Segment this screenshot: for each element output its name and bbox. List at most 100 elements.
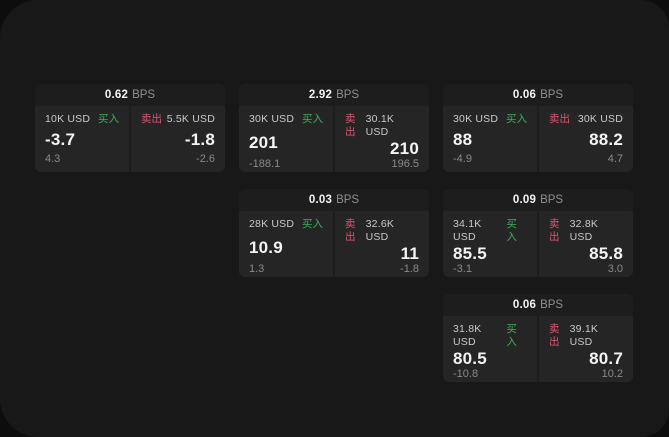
buy-amount-label: 31.8K USD: [453, 323, 482, 348]
buy-side-label: 买入: [98, 113, 119, 125]
spread-value: 0.62: [104, 89, 129, 101]
sell-tile[interactable]: 卖出 30.1K USD 210 196.5: [335, 106, 429, 172]
buy-price: 85.5: [453, 244, 487, 263]
cards-grid: 0.62 BPS 10K USD 买入 -3.7 4.3 卖出 5.5K USD…: [35, 84, 633, 382]
spread-header: 0.09 BPS: [443, 189, 633, 211]
sell-price: -1.8: [184, 130, 215, 149]
buy-tile-top-row: 10K USD 买入: [45, 113, 119, 126]
sell-tile[interactable]: 卖出 32.6K USD 11 -1.8: [335, 211, 429, 277]
sell-tile[interactable]: 卖出 32.8K USD 85.8 3.0: [539, 211, 633, 277]
buy-amount-label: 34.1K USD: [453, 218, 482, 243]
sell-price: 88.2: [589, 130, 623, 149]
buy-side-label: 买入: [302, 113, 323, 125]
sell-amount-label: 30K USD: [577, 113, 623, 125]
spread-unit-label: BPS: [540, 194, 564, 206]
sell-tile-top-row: 卖出 30K USD: [549, 113, 623, 126]
buy-tile-top-row: 28K USD 买入: [249, 218, 323, 231]
sell-amount-label: 32.8K USD: [569, 218, 599, 243]
sell-amount-label: 30.1K USD: [365, 113, 395, 138]
sell-delta: 196.5: [391, 158, 419, 170]
price-card: 0.09 BPS 34.1K USD 买入 85.5 -3.1 卖出 32.8K…: [443, 189, 633, 277]
sell-side-label: 卖出: [345, 113, 356, 138]
buy-price: 10.9: [249, 237, 283, 257]
buy-tile[interactable]: 34.1K USD 买入 85.5 -3.1: [443, 211, 537, 277]
sell-side-label: 卖出: [345, 218, 356, 243]
buy-tile[interactable]: 30K USD 买入 201 -188.1: [239, 106, 333, 172]
price-card: 2.92 BPS 30K USD 买入 201 -188.1 卖出 30.1K …: [239, 84, 429, 172]
spread-unit-label: BPS: [132, 89, 156, 101]
price-card-body: 10K USD 买入 -3.7 4.3 卖出 5.5K USD -1.8 -2.…: [35, 106, 225, 172]
price-card-body: 30K USD 买入 201 -188.1 卖出 30.1K USD 210 1…: [239, 106, 429, 172]
sell-tile[interactable]: 卖出 5.5K USD -1.8 -2.6: [131, 106, 225, 172]
spread-header: 0.62 BPS: [35, 84, 225, 106]
buy-amount-label: 30K USD: [453, 113, 499, 125]
sell-delta: 10.2: [601, 368, 623, 380]
buy-delta: 4.3: [45, 153, 61, 165]
price-card-body: 30K USD 买入 88 -4.9 卖出 30K USD 88.2 4.7: [443, 106, 633, 172]
buy-price: 88: [453, 130, 473, 149]
spread-value: 0.06: [512, 299, 537, 311]
sell-price: 85.8: [589, 244, 623, 263]
spread-unit-label: BPS: [540, 299, 564, 311]
sell-side-label: 卖出: [549, 218, 560, 243]
buy-side-label: 买入: [506, 218, 517, 243]
buy-delta: -4.9: [453, 153, 472, 165]
spread-header: 2.92 BPS: [239, 84, 429, 106]
sell-tile-top-row: 卖出 30.1K USD: [345, 113, 419, 139]
spread-value: 0.03: [308, 194, 333, 206]
buy-tile[interactable]: 10K USD 买入 -3.7 4.3: [35, 106, 129, 172]
sell-amount-label: 39.1K USD: [569, 323, 599, 348]
sell-tile-top-row: 卖出 32.8K USD: [549, 218, 623, 244]
sell-tile-top-row: 卖出 32.6K USD: [345, 218, 419, 244]
buy-amount-label: 28K USD: [249, 218, 295, 230]
buy-price: 201: [249, 132, 278, 152]
sell-side-label: 卖出: [549, 323, 560, 348]
buy-side-label: 买入: [506, 113, 527, 125]
buy-side-label: 买入: [302, 218, 323, 230]
spread-unit-label: BPS: [336, 89, 360, 101]
spread-unit-label: BPS: [540, 89, 564, 101]
sell-tile-top-row: 卖出 39.1K USD: [549, 323, 623, 349]
sell-amount-label: 5.5K USD: [166, 113, 215, 125]
sell-price: 80.7: [589, 349, 623, 368]
buy-tile[interactable]: 31.8K USD 买入 80.5 -10.8: [443, 316, 537, 382]
buy-price: 80.5: [453, 349, 487, 368]
price-card: 0.06 BPS 30K USD 买入 88 -4.9 卖出 30K USD 8…: [443, 84, 633, 172]
spread-value: 0.09: [512, 194, 537, 206]
sell-delta: -1.8: [400, 263, 419, 275]
sell-delta: 3.0: [607, 263, 623, 275]
sell-price: 11: [400, 244, 419, 263]
sell-tile[interactable]: 卖出 30K USD 88.2 4.7: [539, 106, 633, 172]
buy-tile[interactable]: 30K USD 买入 88 -4.9: [443, 106, 537, 172]
spread-unit-label: BPS: [336, 194, 360, 206]
spread-header: 0.06 BPS: [443, 294, 633, 316]
buy-amount-label: 10K USD: [45, 113, 91, 125]
buy-delta: -188.1: [249, 158, 281, 170]
sell-side-label: 卖出: [549, 113, 570, 125]
buy-side-label: 买入: [506, 323, 517, 348]
buy-tile[interactable]: 28K USD 买入 10.9 1.3: [239, 211, 333, 277]
sell-tile[interactable]: 卖出 39.1K USD 80.7 10.2: [539, 316, 633, 382]
buy-delta: -10.8: [453, 368, 479, 380]
sell-delta: -2.6: [196, 153, 215, 165]
spread-value: 0.06: [512, 89, 537, 101]
sell-side-label: 卖出: [141, 113, 162, 125]
buy-tile-top-row: 30K USD 买入: [453, 113, 527, 126]
spread-header: 0.06 BPS: [443, 84, 633, 106]
buy-delta: 1.3: [249, 263, 265, 275]
spread-value: 2.92: [308, 89, 333, 101]
sell-delta: 4.7: [607, 153, 623, 165]
buy-tile-top-row: 34.1K USD 买入: [453, 218, 527, 244]
sell-price: 210: [390, 139, 419, 158]
price-card: 0.06 BPS 31.8K USD 买入 80.5 -10.8 卖出 39.1…: [443, 294, 633, 382]
price-card-body: 31.8K USD 买入 80.5 -10.8 卖出 39.1K USD 80.…: [443, 316, 633, 382]
buy-price: -3.7: [45, 130, 76, 149]
price-card-body: 34.1K USD 买入 85.5 -3.1 卖出 32.8K USD 85.8…: [443, 211, 633, 277]
price-card: 0.03 BPS 28K USD 买入 10.9 1.3 卖出 32.6K US…: [239, 189, 429, 277]
buy-tile-top-row: 30K USD 买入: [249, 113, 323, 126]
spread-header: 0.03 BPS: [239, 189, 429, 211]
sell-tile-top-row: 卖出 5.5K USD: [141, 113, 215, 126]
price-card: 0.62 BPS 10K USD 买入 -3.7 4.3 卖出 5.5K USD…: [35, 84, 225, 172]
